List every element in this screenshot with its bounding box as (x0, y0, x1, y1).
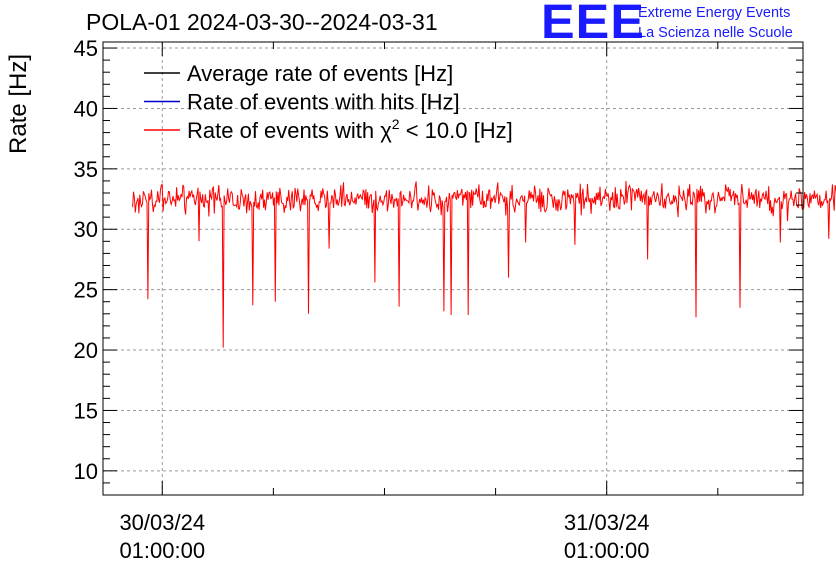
y-tick-label: 10 (74, 459, 98, 484)
series-layer (132, 180, 836, 348)
y-tick-label: 20 (74, 338, 98, 363)
tick-labels: 10 15 20 25 30 35 40 45 30/03/24 01:00:00 31/03/24… (74, 36, 650, 563)
legend-entry-label: Rate of events with χ2 < 10.0 [Hz] (187, 116, 513, 143)
y-tick-label: 25 (74, 278, 98, 303)
logo-subtitle-1: Extreme Energy Events (638, 5, 791, 21)
grid-lines (103, 42, 803, 495)
x-tick-label-time: 01:00:00 (564, 538, 650, 563)
y-tick-label: 45 (74, 36, 98, 61)
legend-entry-label: Average rate of events [Hz] (187, 61, 453, 86)
y-axis-label: Rate [Hz] (5, 54, 32, 154)
legend: Average rate of events [Hz] Rate of event… (144, 61, 513, 143)
chart-title: POLA-01 2024-03-30--2024-03-31 (86, 9, 438, 35)
y-tick-label: 30 (74, 217, 98, 242)
axis-ticks (103, 42, 803, 496)
series-line (132, 180, 836, 348)
y-tick-label: 40 (74, 96, 98, 121)
eee-logo-mark: EEE (541, 0, 645, 49)
logo-subtitle-2: La Scienza nelle Scuole (638, 25, 793, 41)
x-tick-label-time: 01:00:00 (119, 538, 205, 563)
y-tick-label: 15 (74, 398, 98, 423)
x-tick-label-date: 30/03/24 (119, 510, 205, 535)
plot-frame (102, 41, 804, 496)
plot-border (102, 41, 804, 496)
legend-entry-label: Rate of events with hits [Hz] (187, 90, 460, 115)
x-tick-label-date: 31/03/24 (564, 510, 650, 535)
y-tick-label: 35 (74, 157, 98, 182)
